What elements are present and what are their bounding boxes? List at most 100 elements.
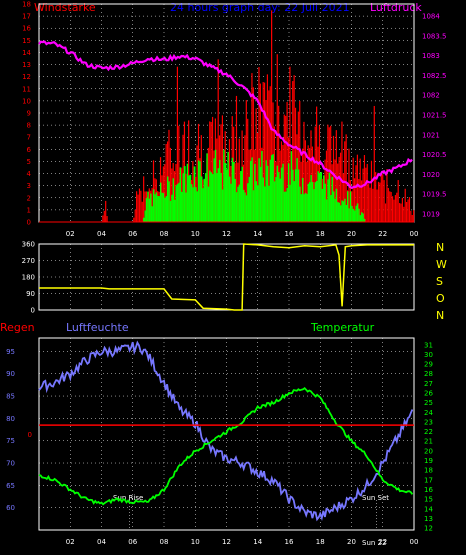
humidity-y-tick-label: 80 [6,415,15,423]
climate-x-tick-label: 12 [222,538,231,546]
wind-gust-bar [382,174,384,222]
wind-avg-bar [165,196,168,222]
climate-x-tick-label: 20 [347,538,356,546]
wind-gust-bar [247,118,249,222]
wind-gust-bar [264,82,266,222]
wind-gust-bar [404,188,406,222]
wind-gust-bar [278,105,280,222]
wind-avg-bar [317,171,320,222]
climate-x-tick-label: 00 [410,538,419,546]
wind-avg-bar [206,153,209,222]
wind-avg-bar [279,178,282,222]
wind-gust-bar [210,121,212,222]
wind-avg-bar [145,198,148,222]
wind-avg-bar [256,185,259,222]
temperature-y-tick-label: 13 [424,515,433,523]
wind-x-tick-label: 08 [160,230,169,238]
wind-avg-bar [216,173,218,222]
wind-avg-bar [268,185,271,222]
wind-gust-bar [345,134,347,222]
wind-avg-bar [297,169,300,222]
humidity-line [38,340,414,522]
wind-y-tick-label: 7 [27,134,31,142]
wind-gust-bar [221,115,224,222]
wind-avg-bar [323,175,325,222]
wind-avg-bar [164,197,166,222]
wind-gust-bar [276,54,278,222]
pressure-y-tick-label: 1019.5 [422,191,447,199]
regen-label: Regen [0,321,35,334]
wind-avg-bar [154,194,157,222]
wind-y-tick-label: 5 [27,158,31,166]
wind-gust-bar [306,161,308,222]
wind-avg-bar [224,163,227,222]
wind-avg-bar [223,149,226,222]
wind-gust-bar [407,199,409,222]
wind-x-tick-label: 16 [285,230,294,238]
wind-y-tick-label: 14 [22,49,31,57]
temperature-y-tick-label: 14 [424,505,433,513]
wind-x-tick-label: 06 [128,230,137,238]
wind-avg-bar [339,205,342,222]
wind-avg-bar [272,154,275,222]
wind-gust-bar [271,10,273,222]
wind-avg-bar [168,181,171,222]
wind-gust-bar [369,187,371,222]
wind-avg-bar [172,178,175,222]
wind-avg-bar [285,191,287,222]
wind-avg-bar [169,200,172,222]
wind-gust-bar [379,182,381,222]
wind-y-tick-label: 16 [22,25,31,33]
wind-avg-bar [244,192,247,222]
wind-gust-bar [358,179,360,222]
wind-avg-bar [299,186,301,222]
wind-gust-bar [316,106,318,222]
wind-gust-bar [366,163,368,222]
wind-gust-bar [363,155,366,222]
wind-gust-bar [105,200,107,222]
wind-gust-bar [325,150,328,222]
temperature-line [38,387,414,506]
wind-gust-bar [354,178,356,222]
rain-zero-label: 0 [28,431,32,439]
wind-avg-bar [183,166,186,222]
wind-avg-bar [311,182,314,222]
wind-avg-bar [150,193,152,222]
climate-x-tick-label: 08 [160,538,169,546]
wind-gust-bar [238,138,240,222]
wind-avg-bar [335,188,338,222]
wind-gust-bar [294,107,297,222]
temperature-y-tick-label: 15 [424,496,433,504]
wind-avg-bar [286,187,289,222]
wind-y-tick-label: 17 [22,13,31,21]
temperature-y-tick-label: 30 [424,351,433,359]
wind-gust-bar [168,129,170,222]
pressure-y-tick-label: 1019 [422,211,440,219]
direction-y-tick-label: 90 [26,290,35,298]
wind-avg-bar [209,170,211,222]
wind-avg-bar [251,157,254,222]
wind-gust-bar [102,215,104,222]
wind-gust-bar [383,180,385,222]
wind-avg-bar [234,178,237,222]
wind-gust-bar [330,125,332,222]
now-label: Sun 22 [362,539,386,547]
wind-gust-bar [334,159,336,222]
wind-gust-bar [373,105,375,222]
climate-x-tick-label: 04 [97,538,106,546]
wind-gust-bar [352,157,354,222]
wind-avg-bar [280,167,283,222]
wind-avg-bar [294,169,297,222]
wind-avg-bar [192,187,195,222]
wind-avg-bar [292,169,294,222]
temperature-y-tick-label: 29 [424,361,433,369]
wind-avg-bar [176,184,179,222]
wind-y-tick-label: 0 [27,219,31,227]
wind-gust-bar [389,191,391,222]
wind-avg-bar [316,180,318,222]
wind-avg-bar [346,191,349,222]
wind-gust-bar [342,173,344,222]
temperature-y-tick-label: 18 [424,467,433,475]
wind-y-tick-label: 2 [27,194,31,202]
temperature-y-tick-label: 20 [424,447,433,455]
